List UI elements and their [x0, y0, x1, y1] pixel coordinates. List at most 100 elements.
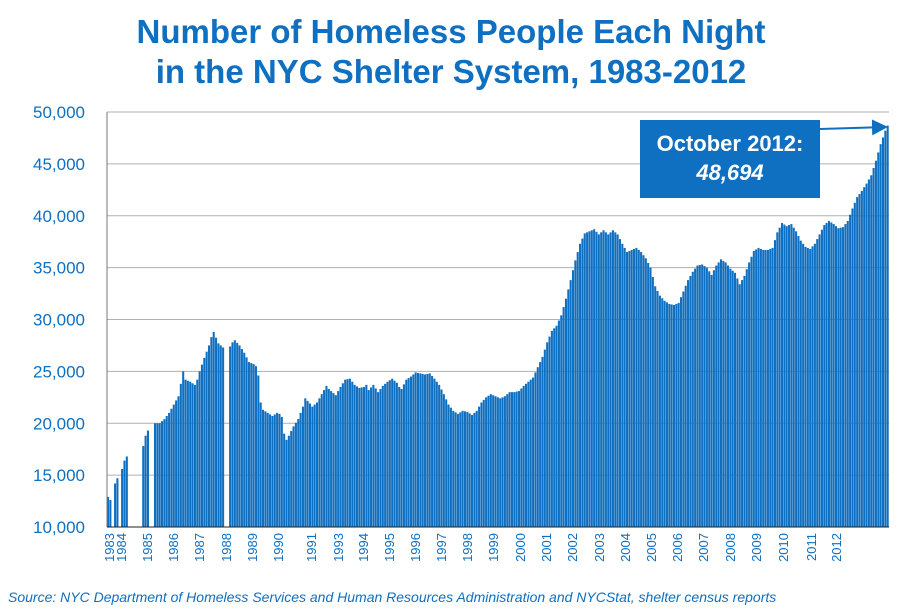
x-tick-label: 2005: [644, 533, 659, 562]
bar: [440, 390, 442, 527]
bar: [732, 271, 734, 527]
bar: [285, 440, 287, 527]
bar: [466, 412, 468, 527]
bar: [217, 343, 219, 527]
bar: [882, 137, 884, 527]
bar: [274, 414, 276, 527]
bar: [318, 398, 320, 527]
x-tick-label: 1993: [331, 533, 346, 562]
bar: [328, 389, 330, 527]
bar: [436, 382, 438, 527]
bar: [398, 387, 400, 527]
bar: [293, 426, 295, 527]
bar: [161, 421, 163, 527]
bar: [741, 280, 743, 527]
bar: [647, 263, 649, 527]
bar: [558, 321, 560, 527]
bar: [530, 380, 532, 527]
bar: [830, 222, 832, 527]
bar: [727, 266, 729, 527]
bar: [840, 228, 842, 527]
bar: [614, 232, 616, 527]
bar: [222, 348, 224, 527]
bar: [278, 414, 280, 527]
bar: [739, 284, 741, 527]
bar: [203, 358, 205, 527]
bar: [379, 389, 381, 527]
bar: [180, 384, 182, 527]
bar: [532, 378, 534, 527]
bar: [126, 456, 128, 527]
bar: [678, 303, 680, 527]
x-tick-label: 1988: [219, 533, 234, 562]
bar: [114, 483, 116, 527]
bar: [175, 400, 177, 527]
bar: [701, 265, 703, 527]
bar: [262, 410, 264, 527]
bar: [170, 409, 172, 527]
bar: [553, 328, 555, 527]
bar: [607, 234, 609, 527]
bar: [351, 382, 353, 527]
bar: [844, 224, 846, 527]
bar: [236, 343, 238, 527]
bar: [492, 395, 494, 527]
bar: [354, 385, 356, 527]
y-tick-label: 20,000: [33, 414, 85, 433]
bar: [671, 304, 673, 527]
bar: [593, 229, 595, 527]
bar: [142, 446, 144, 527]
bar: [579, 244, 581, 527]
bar: [459, 412, 461, 527]
bar: [675, 304, 677, 527]
bar: [163, 419, 165, 527]
bar: [450, 408, 452, 527]
bar: [304, 398, 306, 527]
bar: [431, 376, 433, 527]
bar: [370, 387, 372, 527]
bar: [828, 221, 830, 527]
bar: [337, 391, 339, 527]
bar: [330, 391, 332, 527]
bar: [631, 250, 633, 527]
bar: [760, 249, 762, 527]
bar: [189, 382, 191, 527]
bar: [509, 392, 511, 527]
bar: [687, 280, 689, 527]
y-tick-labels: 10,00015,00020,00025,00030,00035,00040,0…: [33, 103, 85, 537]
x-tick-label: 1996: [408, 533, 423, 562]
bar: [483, 400, 485, 527]
bar: [765, 250, 767, 527]
x-tick-label: 1990: [271, 533, 286, 562]
bar: [868, 179, 870, 527]
bar: [797, 236, 799, 527]
bar: [208, 345, 210, 527]
bar: [473, 413, 475, 527]
bar: [485, 397, 487, 527]
bar: [433, 379, 435, 527]
bar: [588, 231, 590, 527]
bar: [812, 246, 814, 527]
bar: [556, 326, 558, 527]
bar: [680, 297, 682, 527]
bar: [123, 461, 125, 527]
bar: [692, 272, 694, 527]
bar: [281, 417, 283, 527]
bar: [729, 269, 731, 527]
bar: [837, 228, 839, 527]
bar: [154, 423, 156, 527]
october-2012-callout: October 2012: 48,694: [640, 120, 820, 198]
bar: [300, 413, 302, 527]
bar: [396, 383, 398, 527]
bar: [382, 386, 384, 527]
bar: [201, 365, 203, 527]
bar: [260, 403, 262, 528]
bar: [335, 395, 337, 527]
x-tick-label: 2012: [829, 533, 844, 562]
bar: [595, 232, 597, 527]
bar: [696, 266, 698, 527]
bar: [539, 362, 541, 527]
bar: [121, 469, 123, 527]
bar: [619, 239, 621, 527]
bar: [722, 261, 724, 527]
